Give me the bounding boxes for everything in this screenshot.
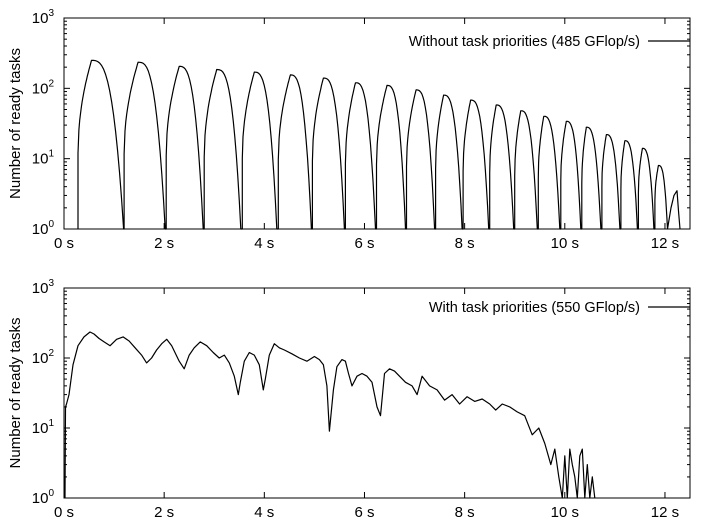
x-tick-label: 6 s xyxy=(354,235,374,252)
y-tick-label: 100 xyxy=(32,219,55,238)
y-tick-label: 103 xyxy=(32,278,55,297)
series-line-1 xyxy=(64,331,596,499)
x-tick-label: 2 s xyxy=(154,235,174,252)
x-tick-label: 0 s xyxy=(54,504,74,517)
x-tick-label: 12 s xyxy=(651,235,679,252)
y-tick-label: 103 xyxy=(32,8,55,27)
x-tick-label: 10 s xyxy=(551,504,579,517)
y-axis-label: Number of ready tasks xyxy=(7,318,24,469)
x-tick-label: 10 s xyxy=(551,235,579,252)
x-tick-label: 0 s xyxy=(54,235,74,252)
x-tick-label: 6 s xyxy=(354,504,374,517)
y-tick-label: 102 xyxy=(32,78,55,97)
x-tick-label: 2 s xyxy=(154,504,174,517)
x-tick-label: 4 s xyxy=(254,504,274,517)
x-tick-label: 12 s xyxy=(651,504,679,517)
y-tick-label: 101 xyxy=(32,149,55,168)
y-tick-label: 101 xyxy=(32,418,55,437)
y-tick-label: 100 xyxy=(32,488,55,507)
legend-label: With task priorities (550 GFlop/s) xyxy=(429,300,640,316)
x-tick-label: 8 s xyxy=(455,235,475,252)
series-line-1 xyxy=(77,59,681,230)
chart-panel-1: 100 101 102 103 0 s 2 s 4 s 6 s 8 s 10 s 12 s Numbe… xyxy=(7,8,691,252)
chart-panel-2: 100 101 102 103 0 s 2 s 4 s 6 s 8 s 10 s 12 s Numbe… xyxy=(7,278,691,521)
x-tick-label: 8 s xyxy=(455,504,475,517)
y-tick-label: 102 xyxy=(32,348,55,367)
plot-frame xyxy=(63,287,691,499)
y-axis-label: Number of ready tasks xyxy=(7,48,24,199)
legend-label: Without task priorities (485 GFlop/s) xyxy=(409,34,640,50)
x-tick-label: 4 s xyxy=(254,235,274,252)
